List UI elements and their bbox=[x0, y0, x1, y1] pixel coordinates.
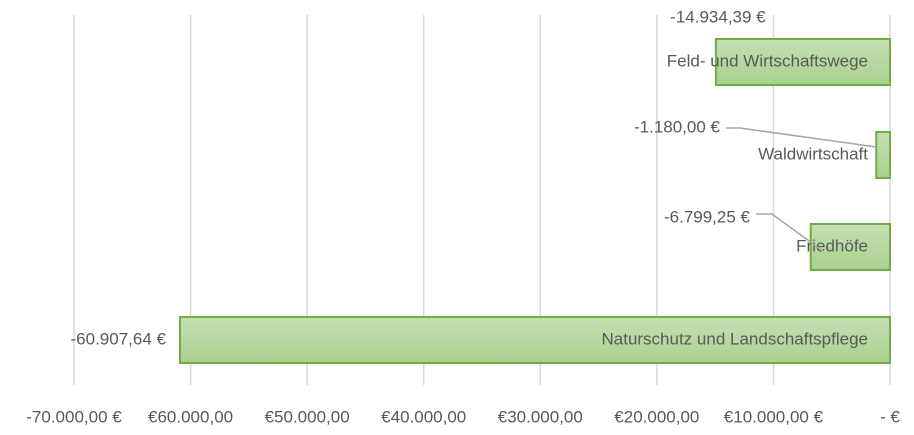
x-tick-label: - € bbox=[880, 407, 900, 426]
x-tick-label: €40.000,00 bbox=[381, 407, 466, 426]
value-label: -14.934,39 € bbox=[670, 7, 766, 26]
bar bbox=[178, 316, 891, 364]
bar bbox=[809, 223, 891, 271]
x-tick-label: €30.000,00 bbox=[498, 407, 583, 426]
x-tick-label: €50.000,00 bbox=[265, 407, 350, 426]
category-label: Naturschutz und Landschaftspflege bbox=[601, 329, 868, 348]
category-label: Feld- und Wirtschaftswege bbox=[667, 51, 868, 70]
category-label: Friedhöfe bbox=[796, 236, 868, 255]
x-tick-label: €10.000,00 € bbox=[724, 407, 824, 426]
leader-line bbox=[756, 213, 824, 252]
category-label: Waldwirtschaft bbox=[758, 144, 868, 163]
bar bbox=[875, 131, 891, 179]
x-tick-label: €20.000,00 bbox=[614, 407, 699, 426]
leader-line bbox=[726, 127, 877, 148]
value-label: -1.180,00 € bbox=[634, 117, 721, 136]
bar bbox=[714, 38, 891, 86]
value-label: -60.907,64 € bbox=[71, 329, 167, 348]
x-tick-label: €60.000,00 bbox=[148, 407, 233, 426]
value-label: -6.799,25 € bbox=[664, 207, 751, 226]
x-tick-label: -70.000,00 € bbox=[26, 407, 122, 426]
